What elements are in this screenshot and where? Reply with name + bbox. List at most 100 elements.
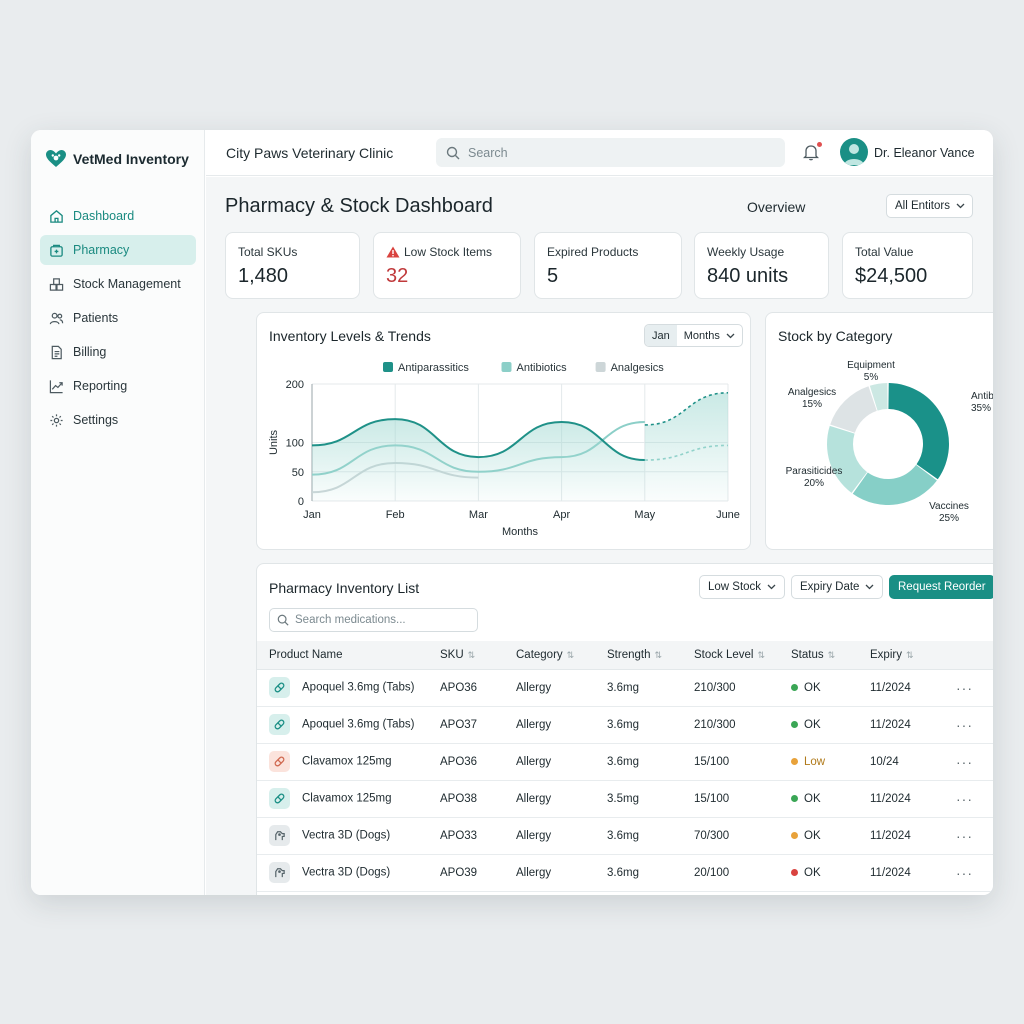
more-actions-icon[interactable]: ···: [956, 827, 973, 844]
table-row[interactable]: Clavamox 125mg APO36 Allergy 3.6mg 15/100 Low…: [257, 743, 993, 781]
brand[interactable]: VetMed Inventory: [45, 148, 189, 170]
cell-expiry: 11/2024: [870, 669, 956, 707]
more-actions-icon[interactable]: ···: [956, 716, 973, 733]
cell-product: Apoquel 3.6mg (Tabs): [257, 706, 440, 744]
sort-icon[interactable]: ⇅: [467, 649, 476, 660]
sidebar-item-pharmacy[interactable]: Pharmacy: [40, 235, 196, 265]
sort-icon[interactable]: ⇅: [905, 649, 914, 660]
document-icon: [51, 345, 62, 359]
sort-icon[interactable]: ⇅: [654, 649, 663, 660]
more-actions-icon[interactable]: ···: [956, 790, 973, 807]
cell-strength: 3.6mg: [607, 743, 694, 781]
column-header-status[interactable]: Status ⇅: [791, 641, 870, 670]
cell-product: Apoquel 3.6mg (Tabs): [257, 669, 440, 707]
y-tick-label: 100: [286, 438, 304, 450]
app-window: VetMed Inventory Dashboard Pharmacy Stoc…: [31, 130, 993, 895]
brand-name: VetMed Inventory: [73, 151, 189, 167]
sort-icon[interactable]: ⇅: [757, 649, 765, 660]
user-icon: [844, 144, 864, 165]
user-name[interactable]: Dr. Eleanor Vance: [874, 146, 975, 160]
stat-value: 1,480: [238, 265, 289, 287]
expiry-date-filter[interactable]: Expiry Date: [791, 575, 884, 599]
pill-icon: [269, 677, 290, 698]
column-header-category[interactable]: Category ⇅: [516, 641, 607, 670]
cell-status: OK: [791, 854, 870, 892]
x-tick-label: June: [716, 509, 740, 521]
sidebar-item-settings[interactable]: Settings: [40, 405, 196, 435]
more-actions-icon[interactable]: ···: [956, 753, 973, 770]
legend-swatch: [383, 362, 393, 372]
legend-swatch: [501, 362, 512, 372]
more-actions-icon[interactable]: ···: [956, 679, 973, 696]
search-icon: [277, 614, 289, 626]
cell-status: Low: [791, 743, 870, 781]
table-row[interactable]: Vectra 3D (Dogs) APO39 Allergy 3.6mg 20/100 O…: [257, 854, 993, 892]
sidebar-item-reporting[interactable]: Reporting: [40, 371, 196, 401]
column-header-sku[interactable]: SKU ⇅: [440, 641, 516, 670]
global-search-input[interactable]: Search: [436, 138, 785, 167]
cell-sku: APO37: [440, 706, 516, 744]
stat-card-low-stock: Low Stock Items 32: [373, 232, 521, 299]
series-line: [311, 418, 645, 462]
avatar[interactable]: [840, 138, 868, 166]
column-header-product[interactable]: Product Name: [257, 641, 440, 670]
status-dot: [791, 720, 798, 728]
column-label: Expiry: [870, 648, 902, 661]
sidebar-item-dashboard[interactable]: Dashboard: [40, 201, 196, 231]
table-row[interactable]: Apoquel 3.6mg (Tabs) APO37 Allergy 3.6mg 210…: [257, 706, 993, 744]
inventory-list-card: Pharmacy Inventory List Low Stock Expiry…: [256, 563, 993, 895]
cell-status: OK: [791, 706, 870, 744]
product-name: Apoquel 3.6mg (Tabs): [302, 718, 415, 731]
status-dot: [791, 757, 798, 765]
status-label: OK: [804, 866, 821, 879]
low-stock-filter[interactable]: Low Stock: [699, 575, 786, 599]
cell-category: Allergy: [516, 706, 607, 744]
table-row[interactable]: Clavamox 125mg APO38 Allergy 3.5mg 15/100 OK 1…: [257, 780, 993, 818]
sidebar-item-label: Billing: [73, 345, 107, 359]
sidebar-item-billing[interactable]: Billing: [40, 337, 196, 367]
cell-actions: ···: [956, 780, 993, 818]
slice-percent: 15%: [802, 399, 822, 410]
y-tick-label: 0: [298, 496, 304, 508]
sidebar-item-patients[interactable]: Patients: [40, 303, 196, 333]
product-name: Vectra 3D (Dogs): [302, 829, 391, 842]
card-title: Inventory Levels & Trends: [269, 328, 431, 344]
stat-label: Weekly Usage: [707, 245, 785, 259]
cell-stock-level: 15/100: [694, 780, 791, 818]
period-selector[interactable]: Jan Months: [644, 324, 743, 347]
cell-stock-level: 70/300: [694, 817, 791, 855]
x-tick-label: Apr: [553, 509, 570, 521]
y-tick-label: 50: [292, 467, 304, 479]
sidebar: VetMed Inventory Dashboard Pharmacy Stoc…: [31, 130, 205, 895]
column-header-expiry[interactable]: Expiry ⇅: [870, 641, 956, 670]
entity-filter-dropdown[interactable]: All Entitors: [886, 194, 973, 218]
cell-actions: ···: [956, 669, 993, 707]
chevron-down-icon: [956, 203, 965, 209]
cell-sku: APO36: [440, 669, 516, 707]
medication-search-input[interactable]: Search medications...: [269, 608, 478, 632]
column-header-stock-level[interactable]: Stock Level ⇅: [694, 641, 791, 670]
sort-icon[interactable]: ⇅: [827, 649, 836, 660]
bell-icon[interactable]: [803, 143, 819, 161]
period-jan[interactable]: Jan: [645, 325, 677, 346]
donut-slice: [830, 386, 877, 433]
stat-label: Total Value: [855, 245, 914, 259]
status-dot: [791, 683, 798, 691]
sidebar-item-label: Patients: [73, 311, 119, 325]
table-row[interactable]: Vectra 3D (Dogs) APO33 Allergy 3.6mg 70/300 O…: [257, 817, 993, 855]
stat-value: 5: [547, 265, 559, 287]
column-header-strength[interactable]: Strength ⇅: [607, 641, 694, 670]
legend-swatch: [595, 362, 606, 372]
stat-card-weekly-usage: Weekly Usage 840 units: [694, 232, 829, 299]
notification-dot: [817, 142, 822, 147]
more-actions-icon[interactable]: ···: [956, 864, 973, 881]
sort-icon[interactable]: ⇅: [566, 649, 575, 660]
pill-icon: [269, 751, 290, 772]
table-row[interactable]: Apoquel 3.6mg (Tabs) APO36 Allergy 3.6mg 210…: [257, 669, 993, 707]
period-months-dropdown[interactable]: Months: [677, 325, 742, 346]
series-line: [311, 461, 479, 494]
request-reorder-button[interactable]: Request Reorder: [889, 575, 993, 599]
cell-product: Clavamox 125mg: [257, 743, 440, 781]
sidebar-item-stock-management[interactable]: Stock Management: [40, 269, 196, 299]
cell-actions: ···: [956, 743, 993, 781]
